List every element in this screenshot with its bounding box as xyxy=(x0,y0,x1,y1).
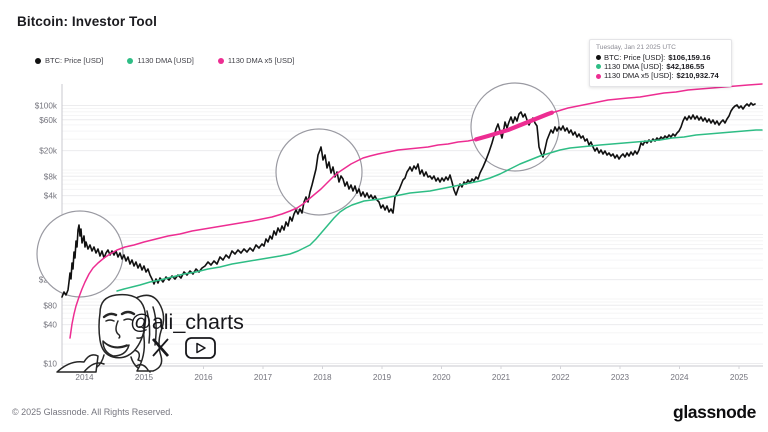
x-axis-labels: 2014 2015 2016 2017 2018 2019 2020 2021 2022 2023… xyxy=(75,366,749,382)
legend-color-dot xyxy=(127,57,134,64)
legend-item-label: BTC: Price [USD] xyxy=(45,56,104,65)
face-teeth-line xyxy=(104,342,128,348)
legend-item-label: 1130 DMA [USD] xyxy=(137,56,194,65)
x-tick-label: 2017 xyxy=(254,373,273,382)
chart-plot-area[interactable] xyxy=(62,84,763,366)
page-title: Bitcoin: Investor Tool xyxy=(17,14,157,29)
tooltip-row-label: 1130 DMA x5 [USD]: xyxy=(604,71,674,81)
chart-series-lines xyxy=(61,83,763,339)
x-tick-label: 2015 xyxy=(135,373,154,382)
face-eye-right xyxy=(123,318,133,321)
x-twitter-icon xyxy=(151,338,170,357)
face-neck xyxy=(96,354,139,369)
chart-legend: BTC: Price [USD] 1130 DMA [USD] 1130 DMA x… xyxy=(35,56,294,65)
x-tick-label: 2022 xyxy=(551,373,570,382)
tooltip-color-dot xyxy=(596,73,601,79)
x-tick-label: 2018 xyxy=(313,373,332,382)
y-tick-label: $20k xyxy=(39,147,58,156)
tooltip-color-dot xyxy=(596,55,601,61)
legend-item-0[interactable]: BTC: Price [USD] xyxy=(35,56,103,65)
legend-color-dot xyxy=(35,57,41,64)
highlight-circle-1 xyxy=(275,128,363,216)
highlight-circle-0 xyxy=(36,210,124,298)
y-tick-label: $10 xyxy=(43,360,57,369)
x-tick-label: 2023 xyxy=(611,373,630,382)
tooltip-row-value: $42,186.55 xyxy=(666,62,705,72)
series-line-1 xyxy=(116,129,763,292)
legend-item-label: 1130 DMA x5 [USD] xyxy=(227,56,295,65)
y-tick-label: $40 xyxy=(43,321,57,330)
face-eye-left xyxy=(105,319,115,322)
face-collar xyxy=(83,362,149,373)
tooltip-row-label: BTC: Price [USD]: xyxy=(604,53,666,62)
glassnode-logo: glassnode xyxy=(673,402,756,422)
tooltip-row-value: $106,159.16 xyxy=(668,53,711,62)
series-line-2 xyxy=(69,83,763,339)
x-tick-label: 2025 xyxy=(730,373,749,382)
tooltip-row-label: 1130 DMA [USD]: xyxy=(604,62,664,72)
x-tick-label: 2016 xyxy=(194,373,213,382)
y-tick-label: $80 xyxy=(43,301,57,310)
tooltip-date: Tuesday, Jan 21 2025 UTC xyxy=(596,44,676,51)
copyright-text: © 2025 Glassnode. All Rights Reserved. xyxy=(12,407,173,417)
face-brow-right xyxy=(120,310,136,316)
x-tick-label: 2024 xyxy=(670,373,689,382)
tooltip-rows: BTC: Price [USD]: $106,159.16 1130 DMA [US… xyxy=(596,53,725,81)
watermark-handle: @ali_charts xyxy=(130,310,244,334)
tooltip-row-value: $210,932.74 xyxy=(676,71,719,81)
y-tick-label: $100k xyxy=(35,102,58,111)
y-tick-label: $8k xyxy=(44,172,58,181)
tooltip-row-1: 1130 DMA [USD]: $42,186.55 xyxy=(596,62,725,71)
x-tick-label: 2019 xyxy=(373,373,392,382)
tooltip-row-2: 1130 DMA x5 [USD]: $210,932.74 xyxy=(596,71,725,80)
tooltip-row-0: BTC: Price [USD]: $106,159.16 xyxy=(596,53,725,62)
play-button-icon xyxy=(185,337,216,359)
face-ear xyxy=(136,326,145,339)
gridlines xyxy=(62,105,763,364)
y-tick-label: $60k xyxy=(39,116,58,125)
face-nose xyxy=(115,320,121,339)
legend-item-1[interactable]: 1130 DMA [USD] xyxy=(127,56,194,65)
x-tick-label: 2021 xyxy=(492,373,511,382)
y-tick-label: $4k xyxy=(44,192,58,201)
series-line-3 xyxy=(473,110,555,142)
x-tick-label: 2014 xyxy=(75,373,94,382)
tooltip: Tuesday, Jan 21 2025 UTC BTC: Price [USD… xyxy=(589,39,732,87)
x-tick-label: 2020 xyxy=(432,373,451,382)
watermark: @ali_charts xyxy=(130,310,244,359)
tooltip-color-dot xyxy=(596,64,601,70)
face-head-outline xyxy=(98,293,147,359)
legend-color-dot xyxy=(217,57,224,64)
face-brow-left xyxy=(102,312,118,319)
legend-item-2[interactable]: 1130 DMA x5 [USD] xyxy=(217,56,295,65)
